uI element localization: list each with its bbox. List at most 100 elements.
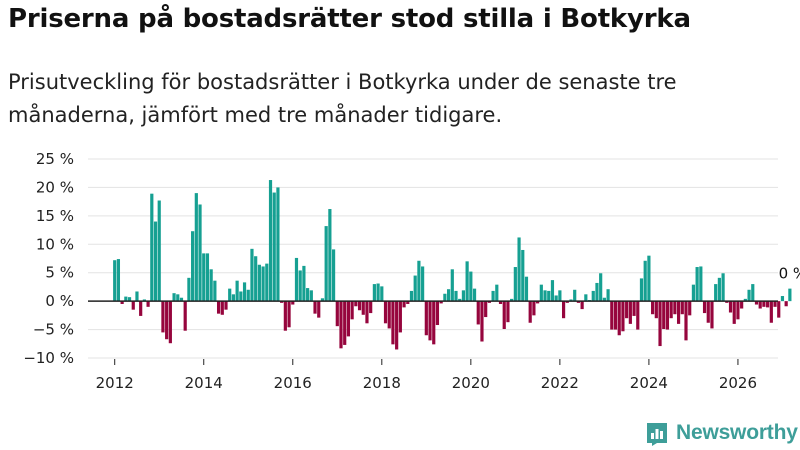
- bar: [205, 253, 210, 302]
- bar: [250, 248, 254, 302]
- bar: [762, 301, 766, 307]
- bar: [283, 301, 287, 331]
- axes: 25 % 20 % 15 % 10 % 5 % 0 % −5 % −10 % 2012 2014 2…: [23, 150, 800, 392]
- bar: [146, 301, 150, 307]
- bar: [561, 301, 566, 319]
- bar: [651, 301, 655, 315]
- bar: [387, 301, 391, 329]
- newsworthy-logo-text: Newsworthy: [676, 421, 798, 444]
- bar: [695, 267, 699, 302]
- bar: [554, 295, 558, 302]
- bar: [580, 301, 584, 310]
- bar: [239, 291, 243, 302]
- x-tick-label: 2014: [185, 374, 223, 392]
- bar: [699, 266, 703, 302]
- chart-title: Priserna på bostadsrätter stod stilla i …: [8, 4, 691, 34]
- bar: [780, 296, 785, 302]
- bar: [328, 209, 332, 302]
- bar: [480, 301, 484, 342]
- bar: [717, 277, 721, 302]
- bar: [662, 301, 666, 329]
- bar: [502, 301, 506, 329]
- bar: [142, 299, 146, 302]
- bar: [376, 283, 380, 302]
- bar: [254, 256, 258, 302]
- x-tick-label: 2022: [541, 374, 579, 392]
- bars: [113, 180, 792, 350]
- bar: [391, 301, 395, 345]
- bar: [246, 289, 250, 302]
- y-tick-label: −10 %: [23, 349, 74, 367]
- bar: [361, 301, 365, 315]
- bar: [339, 301, 343, 349]
- bar: [636, 301, 640, 330]
- bar: [331, 249, 336, 302]
- bar: [439, 301, 443, 304]
- bar: [113, 260, 117, 302]
- bar: [565, 301, 569, 303]
- bar: [302, 265, 306, 302]
- x-tick-label: 2024: [630, 374, 668, 392]
- bar: [676, 301, 681, 324]
- bar: [372, 284, 376, 302]
- bar: [157, 200, 161, 302]
- bar: [265, 263, 269, 302]
- bar: [216, 301, 221, 314]
- x-tick-label: 2012: [96, 374, 134, 392]
- bar: [409, 290, 414, 302]
- bar: [435, 301, 440, 326]
- bar: [591, 290, 595, 302]
- bar: [413, 275, 417, 302]
- x-tick-label: 2020: [452, 374, 490, 392]
- bar: [294, 257, 299, 302]
- newsworthy-logo[interactable]: Newsworthy: [644, 419, 798, 447]
- bar: [706, 301, 710, 323]
- bar: [758, 301, 762, 309]
- bar: [454, 290, 458, 302]
- bar: [257, 264, 261, 302]
- bar: [543, 290, 547, 302]
- bar: [599, 273, 603, 302]
- bar: [209, 269, 213, 302]
- bar: [528, 301, 532, 323]
- bar: [139, 301, 143, 316]
- bar: [406, 301, 410, 304]
- bar: [461, 290, 466, 302]
- bar: [665, 301, 670, 330]
- bar: [714, 284, 718, 302]
- bar: [224, 301, 228, 310]
- bar: [161, 301, 165, 333]
- bar: [287, 301, 291, 328]
- bar: [335, 301, 339, 327]
- bar: [576, 301, 581, 303]
- x-tick-label: 2016: [274, 374, 312, 392]
- bar: [721, 273, 725, 302]
- bar: [213, 280, 217, 302]
- bar: [595, 282, 599, 302]
- bar: [272, 192, 276, 302]
- chart-subtitle: Prisutveckling för bostadsrätter i Botky…: [8, 70, 677, 127]
- bar: [235, 280, 239, 302]
- bar: [183, 301, 187, 331]
- bar: [220, 301, 224, 315]
- bar: [324, 226, 328, 302]
- bar: [458, 298, 462, 302]
- bar: [643, 260, 647, 302]
- bar: [487, 301, 491, 303]
- y-tick-label: 0 %: [45, 292, 74, 310]
- bar: [317, 301, 321, 318]
- bar: [547, 290, 551, 302]
- bar: [491, 290, 495, 302]
- bar: [165, 301, 169, 340]
- bar: [621, 301, 625, 332]
- bar: [658, 301, 662, 347]
- bar: [573, 289, 577, 302]
- bar: [432, 301, 436, 345]
- bar: [187, 277, 191, 302]
- y-tick-label: 10 %: [36, 235, 74, 253]
- bar: [506, 301, 510, 323]
- bar: [231, 294, 236, 302]
- bar: [127, 297, 132, 302]
- bar: [654, 301, 658, 319]
